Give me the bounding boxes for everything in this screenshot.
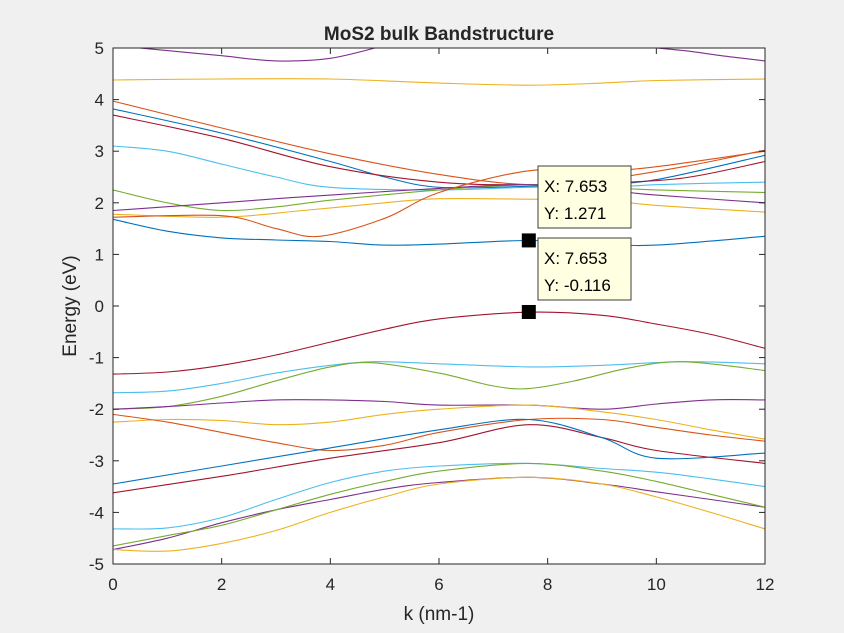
datatip-box [537,237,632,301]
band-line-9 [113,184,765,212]
band-line-20 [113,418,765,485]
x-tick-label: 8 [543,575,552,594]
band-line-18 [113,413,765,452]
y-tick-label: 3 [95,142,104,161]
x-tick-label: 6 [434,575,443,594]
band-line-23 [113,462,765,547]
band-line-24 [113,476,765,552]
band-line-19 [113,424,765,494]
plot-area[interactable] [113,48,765,564]
y-tick-label: -4 [89,503,104,522]
y-axis-label: Energy (eV) [60,255,81,356]
band-line-21 [113,462,765,530]
datatip-1[interactable]: X: 7.653 Y: 1.271 [521,165,632,248]
band-line-10 [113,197,765,218]
band-line-16 [113,399,765,410]
band-line-4 [113,100,765,186]
y-tick-label: -5 [89,555,104,574]
band-line-13 [113,311,765,375]
band-line-8 [113,184,765,212]
datatip-box [537,165,632,229]
data-tips[interactable]: X: 7.653 Y: 1.271 X: 7.653 Y: -0.116 [521,165,632,319]
y-tick-label: 5 [95,39,104,58]
y-tick-label: 1 [95,245,104,264]
x-tick-label: 2 [217,575,226,594]
x-tick-label: 10 [647,575,666,594]
datatip-y-text: Y: -0.116 [544,276,611,295]
y-tick-label: -3 [89,452,104,471]
y-tick-label: 0 [95,297,104,316]
band-line-14 [113,361,765,394]
x-tick-label: 12 [756,575,775,594]
band-line-15 [113,361,765,410]
datatip-2[interactable]: X: 7.653 Y: -0.116 [521,237,632,319]
x-tick-label: 0 [108,575,117,594]
datatip-y-text: Y: 1.271 [544,204,606,223]
band-line-17 [113,404,765,440]
y-tick-label: 2 [95,194,104,213]
band-line-2 [651,48,765,62]
band-line-22 [113,476,765,551]
chart-title: MoS2 bulk Bandstructure [324,24,554,45]
datatip-marker[interactable] [521,304,536,319]
y-tick-label: -2 [89,400,104,419]
datatip-x-text: X: 7.653 [544,249,607,268]
band-line-1 [134,48,377,62]
datatip-marker[interactable] [521,233,536,248]
band-line-11 [113,150,765,238]
x-tick-label: 4 [326,575,335,594]
x-axis-label: k (nm-1) [404,604,475,625]
y-tick-label: -1 [89,349,104,368]
band-line-3 [113,78,765,86]
datatip-x-text: X: 7.653 [544,177,607,196]
y-tick-label: 4 [95,91,104,110]
